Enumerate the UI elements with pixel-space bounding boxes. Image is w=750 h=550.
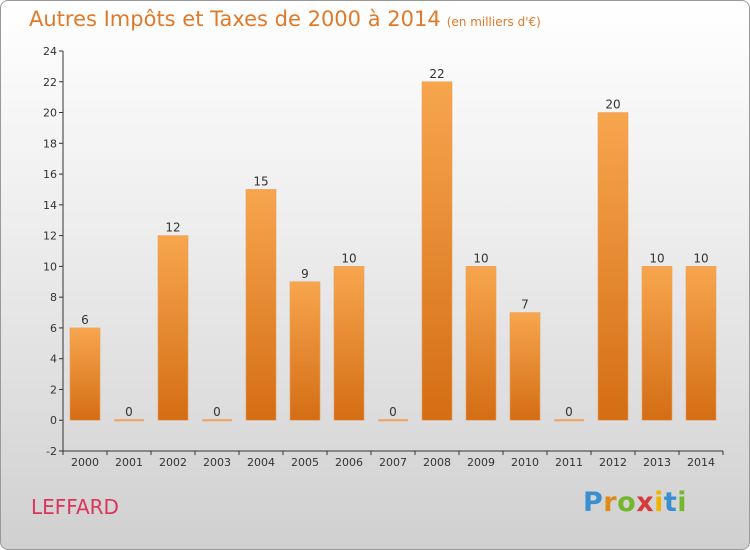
data-label: 10 (341, 251, 356, 265)
x-tick-label: 2007 (379, 456, 407, 469)
y-tick-label: 20 (43, 107, 57, 120)
logo-letter: r (603, 487, 618, 518)
data-label: 9 (301, 267, 309, 281)
data-label: 20 (605, 98, 620, 112)
x-tick-label: 2001 (115, 456, 143, 469)
bar (554, 419, 584, 422)
data-label: 22 (429, 67, 444, 81)
x-tick-label: 2002 (159, 456, 187, 469)
data-label: 12 (165, 221, 180, 235)
x-tick-label: 2003 (203, 456, 231, 469)
logo-letter: i (677, 487, 688, 518)
data-label: 0 (213, 405, 221, 419)
bar (465, 266, 497, 421)
data-label: 0 (565, 405, 573, 419)
y-tick-label: 18 (43, 137, 57, 150)
chart-title: Autres Impôts et Taxes de 2000 à 2014 (en… (29, 7, 541, 31)
bar (289, 281, 321, 421)
y-tick-label: 10 (43, 260, 57, 273)
x-tick-label: 2011 (555, 456, 583, 469)
y-tick-label: -2 (46, 445, 57, 458)
logo-letter: i (654, 487, 664, 518)
bar (333, 266, 365, 421)
logo-letter: P (583, 487, 604, 518)
x-tick-label: 2006 (335, 456, 363, 469)
x-tick-label: 2012 (599, 456, 627, 469)
bar (202, 419, 232, 422)
x-tick-label: 2005 (291, 456, 319, 469)
chart-title-text: Autres Impôts et Taxes de 2000 à 2014 (29, 7, 441, 31)
bar (421, 81, 453, 421)
data-label: 0 (389, 405, 397, 419)
y-tick-label: 24 (43, 45, 57, 58)
y-tick-label: 6 (50, 322, 57, 335)
x-tick-label: 2013 (643, 456, 671, 469)
bar (509, 312, 541, 421)
data-label: 15 (253, 174, 268, 188)
data-label: 10 (649, 251, 664, 265)
y-tick-label: 8 (50, 291, 57, 304)
x-tick-label: 2010 (511, 456, 539, 469)
data-label: 6 (81, 313, 89, 327)
bar (641, 266, 673, 421)
bar (378, 419, 408, 422)
y-tick-label: 4 (50, 353, 57, 366)
proxiti-logo[interactable]: Proxiti (583, 487, 687, 518)
x-tick-label: 2009 (467, 456, 495, 469)
y-tick-label: 0 (50, 414, 57, 427)
x-tick-label: 2008 (423, 456, 451, 469)
bar (157, 235, 189, 421)
y-tick-label: 16 (43, 168, 57, 181)
bar (685, 266, 717, 421)
logo-letter: x (636, 487, 655, 518)
y-tick-label: 22 (43, 76, 57, 89)
bar (245, 189, 277, 421)
commune-name: LEFFARD (31, 495, 119, 519)
bar (114, 419, 144, 422)
chart-subtitle: (en milliers d'€) (446, 15, 541, 29)
bar (597, 112, 629, 421)
y-tick-label: 12 (43, 230, 57, 243)
data-label: 0 (125, 405, 133, 419)
x-tick-label: 2000 (71, 456, 99, 469)
x-tick-label: 2004 (247, 456, 275, 469)
logo-letter: t (663, 487, 678, 518)
y-tick-label: 2 (50, 383, 57, 396)
bar (69, 327, 101, 421)
data-label: 7 (521, 298, 529, 312)
data-label: 10 (473, 251, 488, 265)
logo-letter: o (617, 487, 637, 518)
data-label: 10 (693, 251, 708, 265)
x-tick-label: 2014 (687, 456, 715, 469)
y-tick-label: 14 (43, 199, 57, 212)
